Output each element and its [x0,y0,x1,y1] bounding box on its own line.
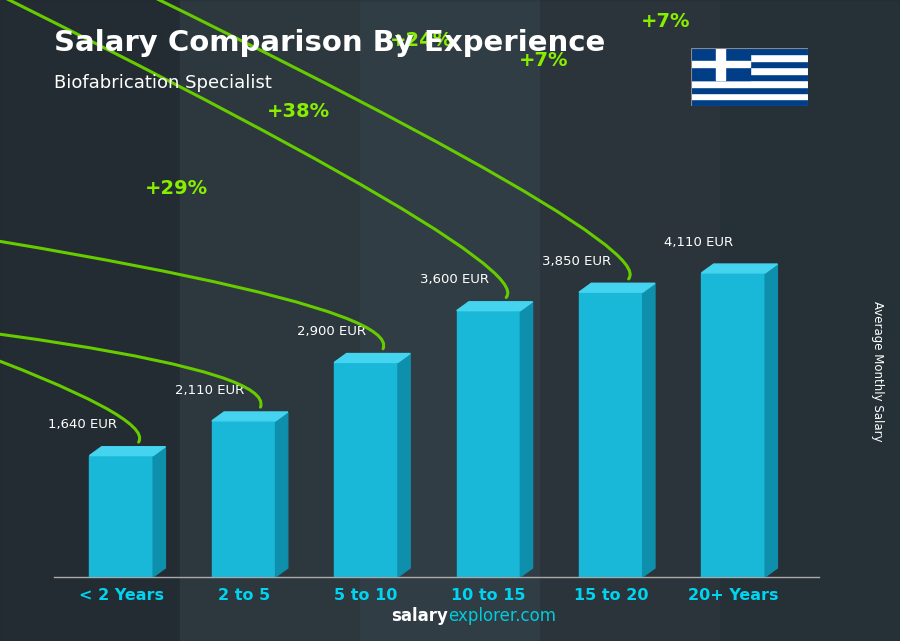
Polygon shape [334,354,410,362]
Bar [691,80,808,87]
Bar [180,0,360,641]
Text: Biofabrication Specialist: Biofabrication Specialist [54,74,272,92]
Bar [691,74,808,80]
Polygon shape [579,283,655,292]
Text: Average Monthly Salary: Average Monthly Salary [871,301,884,442]
Text: +24%: +24% [390,31,453,49]
Bar [701,273,765,577]
Bar [691,67,808,74]
Text: explorer.com: explorer.com [448,607,556,625]
Bar [691,48,750,80]
Text: +7%: +7% [518,51,569,69]
Text: 3,600 EUR: 3,600 EUR [419,273,489,287]
Text: +7%: +7% [641,12,691,31]
Polygon shape [212,412,288,421]
Bar [691,87,808,93]
Bar [691,93,808,99]
Text: 1,640 EUR: 1,640 EUR [48,419,117,431]
Bar [691,99,808,106]
Polygon shape [643,283,655,577]
Text: +29%: +29% [145,179,208,198]
Polygon shape [520,302,533,577]
Polygon shape [275,412,288,577]
Text: 3,850 EUR: 3,850 EUR [542,255,611,268]
Bar [691,61,750,67]
Polygon shape [456,302,533,311]
Bar [212,421,275,577]
Bar [0,0,180,641]
Text: Salary Comparison By Experience: Salary Comparison By Experience [54,29,605,57]
Bar [360,0,540,641]
Bar [540,0,720,641]
Bar [691,54,808,61]
Bar [691,48,808,54]
Bar [89,456,153,577]
Text: salary: salary [392,607,448,625]
Bar [579,292,643,577]
Text: 2,110 EUR: 2,110 EUR [175,383,244,397]
Polygon shape [153,447,166,577]
Text: +38%: +38% [267,101,330,121]
Text: 4,110 EUR: 4,110 EUR [664,236,734,249]
Polygon shape [765,264,778,577]
Bar [716,48,725,80]
Bar [691,61,808,67]
Polygon shape [398,354,410,577]
Polygon shape [701,264,778,273]
Polygon shape [89,447,166,456]
Bar [456,311,520,577]
Bar [720,0,900,641]
Text: 2,900 EUR: 2,900 EUR [297,325,366,338]
Bar [334,362,398,577]
